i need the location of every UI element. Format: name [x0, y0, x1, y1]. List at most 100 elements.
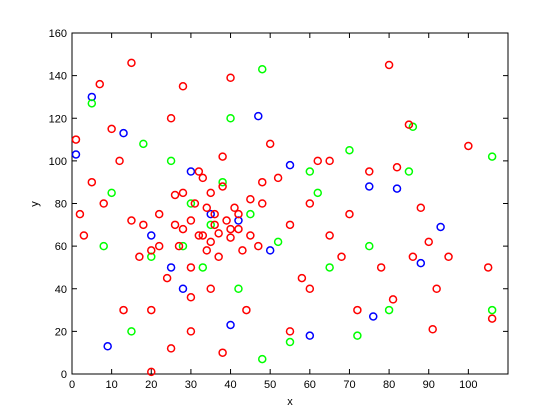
scatter-point — [297, 273, 307, 283]
scatter-point — [273, 173, 283, 183]
x-tick-label: 90 — [423, 379, 435, 391]
scatter-point — [166, 156, 176, 166]
scatter-point — [127, 216, 136, 225]
scatter-point — [226, 233, 235, 242]
scatter-point — [103, 342, 112, 351]
scatter-point — [218, 152, 227, 161]
scatter-point — [265, 139, 275, 149]
scatter-point — [365, 241, 374, 251]
scatter-point — [186, 167, 196, 176]
scatter-point — [487, 305, 497, 315]
scatter-point — [353, 305, 362, 315]
x-tick-label: 70 — [343, 379, 355, 391]
scatter-point — [376, 263, 386, 272]
scatter-point — [424, 237, 433, 247]
scatter-point — [392, 163, 402, 172]
scatter-point — [265, 246, 275, 255]
scatter-point — [87, 177, 97, 187]
scatter-point — [206, 188, 215, 198]
scatter-point — [178, 224, 188, 234]
scatter-point — [139, 220, 148, 230]
scatter-point — [186, 199, 196, 208]
scatter-point — [162, 273, 172, 283]
scatter-point — [226, 320, 235, 330]
y-tick-label: 20 — [55, 326, 67, 338]
scatter-point — [313, 188, 322, 198]
scatter-point — [206, 284, 215, 293]
scatter-point — [154, 209, 164, 219]
scatter-point — [258, 64, 267, 74]
scatter-point — [230, 203, 239, 213]
scatter-point — [313, 156, 322, 166]
scatter-point — [246, 194, 255, 204]
scatter-point — [238, 246, 247, 255]
scatter-point — [218, 182, 227, 191]
scatter-point — [432, 284, 441, 293]
x-tick-label: 0 — [69, 379, 75, 391]
scatter-point — [178, 82, 188, 91]
scatter-point — [194, 167, 204, 176]
scatter-point — [87, 99, 97, 108]
scatter-point — [202, 246, 212, 255]
scatter-point — [147, 231, 156, 240]
scatter-point — [285, 337, 295, 347]
scatter-point — [174, 241, 184, 251]
y-tick-label: 80 — [55, 199, 67, 211]
scatter-point — [210, 220, 219, 230]
scatter-point — [285, 327, 295, 336]
scatter-point — [392, 184, 402, 193]
scatter-point — [305, 284, 315, 293]
scatter-point — [404, 120, 414, 129]
scatter-point — [273, 237, 283, 247]
scatter-point — [214, 252, 223, 262]
scatter-point — [345, 145, 354, 155]
scatter-point — [444, 252, 453, 262]
scatter-point — [198, 231, 208, 240]
scatter-point — [99, 199, 108, 208]
scatter-point — [404, 167, 414, 176]
scatter-point — [226, 224, 235, 234]
scatter-point — [202, 203, 212, 213]
scatter-point — [258, 354, 267, 364]
y-axis-label: y — [29, 201, 41, 207]
scatter-point — [234, 284, 243, 293]
scatter-point — [483, 263, 493, 272]
scatter-point — [416, 258, 426, 268]
scatter-point — [170, 190, 180, 200]
scatter-point — [194, 231, 204, 240]
scatter-point — [428, 324, 437, 334]
scatter-point — [166, 114, 176, 123]
scatter-point — [246, 209, 255, 219]
scatter-point — [198, 173, 208, 183]
scatter-point — [325, 231, 334, 240]
scatter-point — [384, 305, 394, 315]
scatter-point — [119, 305, 128, 315]
x-tick-label: 50 — [264, 379, 276, 391]
scatter-point — [254, 111, 263, 121]
scatter-point — [353, 331, 362, 340]
scatter-point — [135, 252, 144, 262]
scatter-point — [258, 199, 267, 208]
x-tick-label: 40 — [224, 379, 236, 391]
plot-area — [71, 32, 509, 375]
scatter-point — [305, 199, 315, 208]
scatter-point — [139, 139, 148, 149]
scatter-point — [198, 263, 208, 272]
scatter-point — [127, 58, 136, 68]
scatter-point — [416, 203, 426, 213]
x-tick-label: 100 — [459, 379, 477, 391]
scatter-point — [166, 344, 176, 353]
scatter-point — [147, 367, 156, 377]
y-tick-label: 0 — [61, 369, 67, 381]
scatter-point — [365, 182, 374, 191]
scatter-point — [337, 252, 346, 262]
scatter-point — [408, 252, 418, 262]
scatter-point — [186, 216, 196, 225]
x-tick-label: 10 — [106, 379, 118, 391]
x-tick-label: 20 — [145, 379, 157, 391]
scatter-point — [325, 156, 334, 166]
x-tick-label: 60 — [304, 379, 316, 391]
scatter-point — [75, 209, 85, 219]
scatter-point — [107, 124, 116, 134]
scatter-point — [178, 188, 188, 198]
